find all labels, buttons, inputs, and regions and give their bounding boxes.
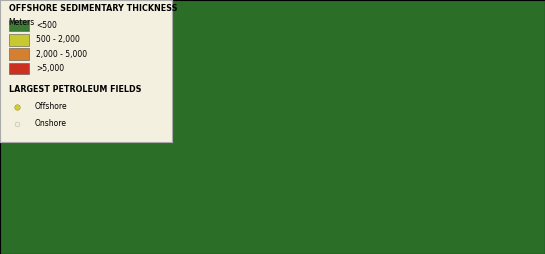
Text: Onshore: Onshore <box>34 119 66 128</box>
Bar <box>9 48 29 60</box>
Bar <box>9 34 29 45</box>
Bar <box>9 62 29 74</box>
Bar <box>9 20 29 31</box>
Text: 2,000 - 5,000: 2,000 - 5,000 <box>36 50 87 59</box>
Text: >5,000: >5,000 <box>36 64 64 73</box>
Text: LARGEST PETROLEUM FIELDS: LARGEST PETROLEUM FIELDS <box>9 85 141 94</box>
Text: Offshore: Offshore <box>34 102 67 111</box>
Text: 500 - 2,000: 500 - 2,000 <box>36 35 80 44</box>
Text: OFFSHORE SEDIMENTARY THICKNESS: OFFSHORE SEDIMENTARY THICKNESS <box>9 4 177 13</box>
Text: Meters: Meters <box>9 19 35 27</box>
Text: <500: <500 <box>36 21 57 30</box>
